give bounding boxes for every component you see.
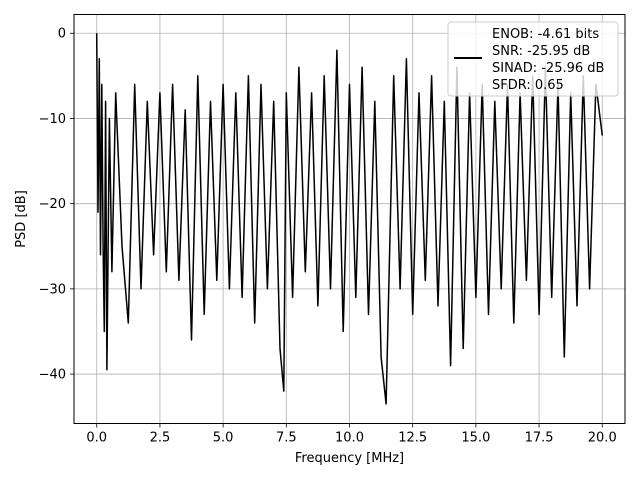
- x-tick-label: 10.0: [335, 431, 364, 446]
- y-tick-label: 0: [58, 27, 66, 42]
- x-axis-label: Frequency [MHz]: [295, 451, 404, 466]
- legend-entry-enob: ENOB: -4.61 bits: [492, 27, 599, 42]
- y-tick-label: −30: [39, 282, 66, 297]
- x-tick-label: 0.0: [86, 431, 107, 446]
- x-tick-label: 7.5: [276, 431, 297, 446]
- legend-entry-sinad: SINAD: -25.96 dB: [492, 61, 604, 76]
- x-tick-label: 15.0: [461, 431, 490, 446]
- legend: ENOB: -4.61 bits SNR: -25.95 dB SINAD: -…: [447, 21, 619, 97]
- legend-entry-sfdr: SFDR: 0.65: [492, 78, 564, 93]
- legend-box: [447, 21, 619, 97]
- axis-ticks: 0.0 2.5 5.0 7.5 10.0 12.5 15.0 17.5 20.0 0 −10 −20 −…: [39, 27, 617, 446]
- y-axis-label: PSD [dB]: [14, 190, 29, 248]
- x-tick-label: 17.5: [525, 431, 554, 446]
- y-tick-label: −10: [39, 112, 66, 127]
- x-tick-label: 12.5: [398, 431, 427, 446]
- legend-entry-snr: SNR: -25.95 dB: [492, 44, 590, 59]
- x-tick-label: 20.0: [588, 431, 617, 446]
- y-tick-label: −40: [39, 368, 66, 383]
- y-tick-label: −20: [39, 197, 66, 212]
- psd-series-line: [95, 33, 604, 405]
- x-tick-label: 5.0: [213, 431, 234, 446]
- x-tick-label: 2.5: [150, 431, 171, 446]
- plot-area: [95, 33, 604, 405]
